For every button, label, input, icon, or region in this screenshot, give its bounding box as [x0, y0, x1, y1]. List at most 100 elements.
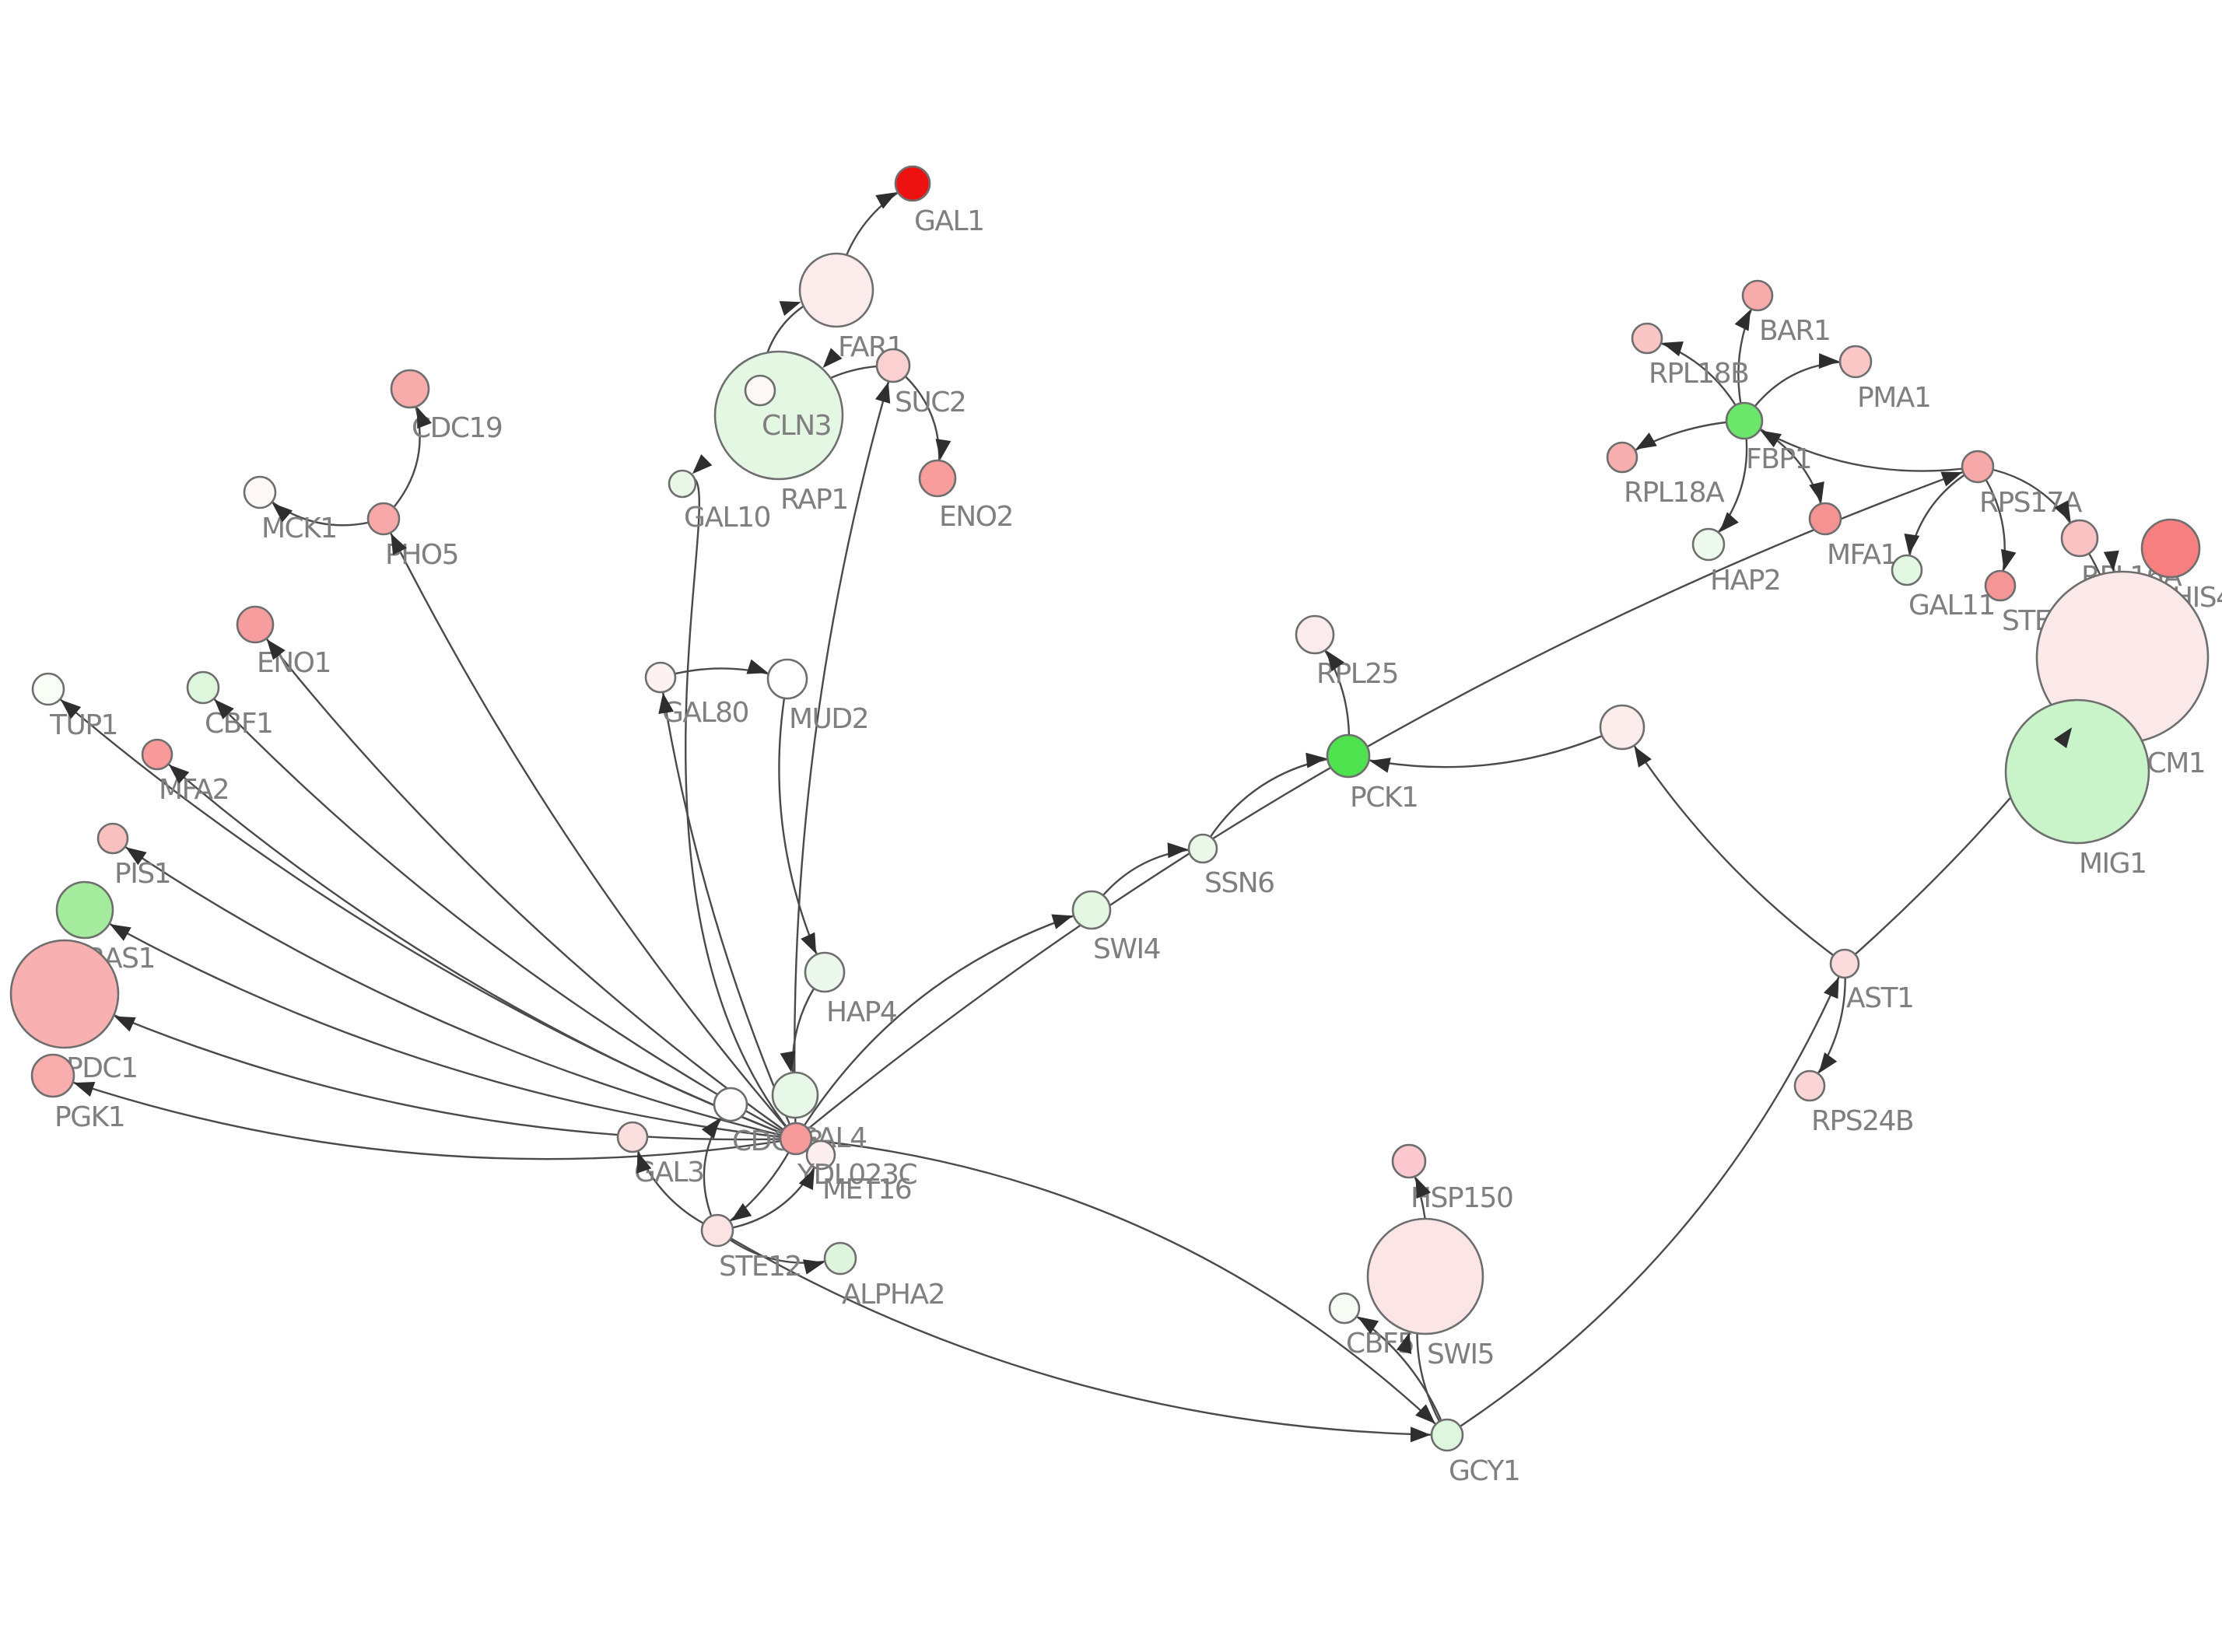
node-ydl023c[interactable]: [779, 1122, 813, 1156]
node-rpl18a[interactable]: [1606, 441, 1638, 474]
arrowhead-STE12-ALPHA2: [802, 1259, 825, 1275]
arrowhead-YDL023C-RPS17A: [1940, 471, 1963, 487]
node-label-pck1: PCK1: [1350, 782, 1418, 814]
node-gal11[interactable]: [1891, 554, 1923, 586]
node-gal3[interactable]: [616, 1121, 649, 1153]
node-ast1[interactable]: [1829, 948, 1860, 979]
edge-YDL023C-MFA2[interactable]: [156, 754, 797, 1140]
edge-SSN6-PCK1[interactable]: [1201, 754, 1349, 849]
edge-YDL023C-GAL80[interactable]: [659, 677, 797, 1139]
node-ssn6[interactable]: [1187, 833, 1218, 864]
edge-GCY1-AST1[interactable]: [1446, 963, 1846, 1437]
node-unlabeled[interactable]: [1599, 704, 1645, 751]
node-ras1[interactable]: [55, 880, 114, 940]
edge-YDL023C-RAS1[interactable]: [84, 908, 797, 1140]
arrowhead-SWI5-HSP150: [1415, 1177, 1431, 1199]
node-cln3[interactable]: [744, 374, 776, 407]
edge-MUD2-HAP4[interactable]: [778, 678, 826, 973]
node-pma1[interactable]: [1838, 345, 1873, 379]
node-pis1[interactable]: [96, 822, 129, 855]
arrowhead-SUC2-RAP1: [822, 348, 843, 369]
edge-YDL023C-TUP1[interactable]: [47, 688, 797, 1140]
arrowhead-FBP1-PMA1: [1818, 353, 1840, 369]
node-mig1[interactable]: [2004, 698, 2150, 845]
edge-YDL023C-PDC1[interactable]: [64, 992, 797, 1141]
edge-YDL023C-ENO1[interactable]: [254, 624, 797, 1139]
node-cdc28[interactable]: [713, 1087, 748, 1122]
edge-RPS17A-GAL11[interactable]: [1905, 465, 1978, 571]
node-mfa1[interactable]: [1808, 502, 1842, 536]
node-far1[interactable]: [798, 252, 874, 328]
node-rpl16a[interactable]: [2060, 519, 2099, 558]
node-ste12[interactable]: [700, 1213, 734, 1248]
node-label-ast1: AST1: [1846, 982, 1913, 1014]
node-hap4[interactable]: [804, 951, 846, 993]
arrowhead-STE12-GCY1: [1410, 1426, 1432, 1443]
node-label-gal80: GAL80: [662, 697, 748, 729]
node-swi4[interactable]: [1071, 890, 1112, 930]
node-label-hap4: HAP4: [826, 996, 896, 1028]
node-gal80[interactable]: [644, 661, 677, 694]
node-label-pma1: PMA1: [1857, 382, 1930, 414]
edge-YDL023C-PGK1[interactable]: [52, 1074, 797, 1160]
edge-YDL023C-GAL10[interactable]: [682, 477, 797, 1139]
edge-YDL023C-SWI4[interactable]: [794, 908, 1092, 1139]
node-rpl18b[interactable]: [1631, 322, 1663, 355]
arrowhead-YDL023C-GAL80: [658, 692, 675, 714]
edges-layer: [47, 182, 2124, 1437]
node-label-fbp1: FBP1: [1746, 443, 1811, 475]
node-fbp1[interactable]: [1725, 401, 1764, 440]
arrowhead-RPS17A-RPL16A: [2054, 500, 2071, 522]
arrowhead-YDL023C-MFA2: [169, 765, 190, 784]
edge-FBP1-RPL18A[interactable]: [1621, 419, 1745, 459]
edge-YDL023C-GCY1[interactable]: [795, 1137, 1448, 1436]
node-rps24b[interactable]: [1793, 1069, 1826, 1102]
arrowhead-YDL023C-TUP1: [60, 699, 82, 719]
edge-PHO5-MCK1[interactable]: [259, 492, 384, 527]
node-pho5[interactable]: [366, 502, 401, 536]
edge-PHO5-CDC19[interactable]: [383, 388, 421, 520]
node-bar1[interactable]: [1741, 279, 1774, 312]
node-suc2[interactable]: [875, 348, 911, 383]
node-cbf1[interactable]: [186, 670, 220, 705]
node-mfa2[interactable]: [141, 738, 173, 771]
node-hap2[interactable]: [1691, 527, 1726, 562]
node-tup1[interactable]: [31, 672, 65, 706]
node-pdc1[interactable]: [9, 939, 120, 1049]
node-gcy1[interactable]: [1430, 1418, 1464, 1452]
node-ste2[interactable]: [1984, 569, 2017, 602]
edge-AST1-RPS24B[interactable]: [1809, 963, 1846, 1087]
edge-YDL023C-SUC2[interactable]: [794, 365, 895, 1139]
edge-AST1-UNLABELED[interactable]: [1621, 726, 1845, 964]
node-label-mig1: MIG1: [2079, 848, 2146, 880]
arrowhead-STE12-GAL3: [636, 1151, 652, 1174]
node-mud2[interactable]: [766, 658, 808, 700]
edge-YDL023C-PIS1[interactable]: [112, 838, 797, 1140]
node-cbf5[interactable]: [1328, 1292, 1361, 1325]
arrowhead-PHO5-MCK1: [272, 502, 293, 523]
arrowhead-RPS17A-STE2: [2000, 548, 2017, 571]
node-mck1[interactable]: [243, 475, 277, 509]
node-hsp150[interactable]: [1391, 1143, 1427, 1179]
node-rps17a[interactable]: [1961, 450, 1995, 484]
node-rpl25[interactable]: [1295, 614, 1335, 655]
node-swi5[interactable]: [1366, 1217, 1484, 1335]
node-gal10[interactable]: [668, 469, 697, 499]
node-cdc19[interactable]: [390, 369, 430, 409]
node-gal1[interactable]: [894, 165, 931, 202]
node-pgk1[interactable]: [30, 1053, 75, 1098]
node-label-alpha2: ALPHA2: [842, 1279, 945, 1311]
node-pck1[interactable]: [1326, 733, 1371, 779]
edge-YDL023C-CBF1[interactable]: [202, 687, 797, 1140]
node-eno2[interactable]: [918, 459, 957, 498]
edge-STE12-GCY1[interactable]: [717, 1229, 1448, 1437]
node-alpha2[interactable]: [823, 1241, 857, 1276]
node-eno1[interactable]: [236, 605, 275, 644]
edge-STE12-MET16[interactable]: [717, 1154, 822, 1232]
node-label-hap2: HAP2: [1710, 565, 1780, 597]
node-met16[interactable]: [805, 1139, 836, 1171]
edge-YDL023C-PHO5[interactable]: [382, 518, 797, 1139]
node-gal4[interactable]: [771, 1071, 819, 1119]
node-his4[interactable]: [2140, 518, 2201, 579]
edge-RPS17A-STE2[interactable]: [1977, 466, 2006, 586]
